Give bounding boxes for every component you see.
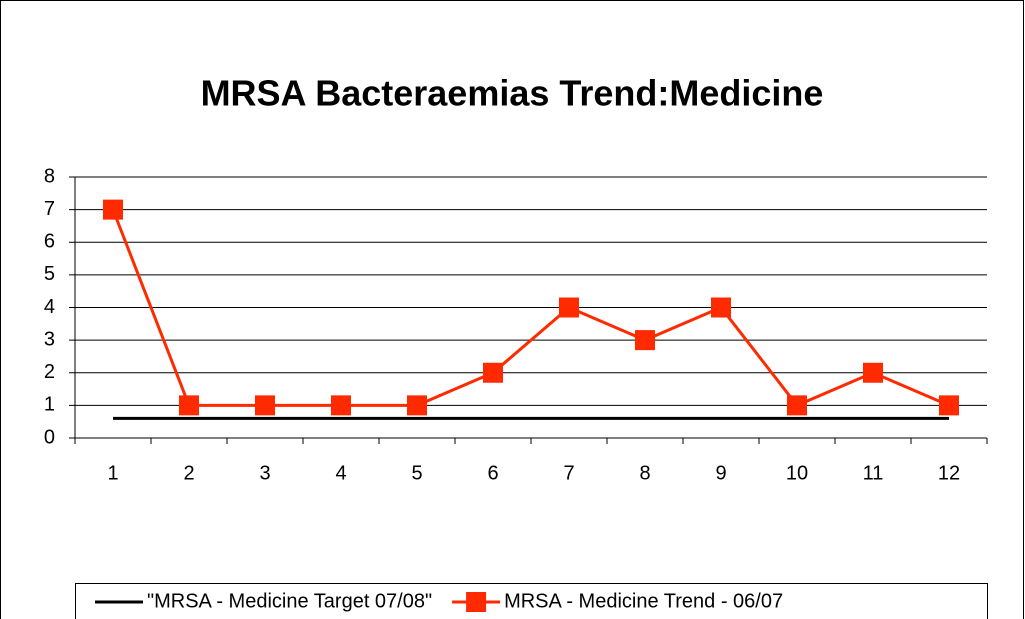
y-tick-label: 4 <box>44 296 55 318</box>
y-tick-label: 5 <box>44 263 55 285</box>
x-tick-label: 3 <box>259 462 270 484</box>
legend-marker <box>466 592 487 612</box>
x-tick-label: 11 <box>863 462 884 484</box>
legend-label: MRSA - Medicine Trend - 06/07 <box>504 590 783 612</box>
y-tick-label: 6 <box>44 231 55 253</box>
x-tick-label: 8 <box>639 462 650 484</box>
data-point <box>711 297 731 318</box>
data-point <box>103 199 123 220</box>
data-point <box>407 395 427 416</box>
data-point <box>635 330 655 351</box>
x-tick-label: 6 <box>487 462 498 484</box>
y-tick-label: 0 <box>44 426 55 448</box>
x-tick-label: 1 <box>107 462 118 484</box>
y-tick-label: 2 <box>44 361 55 383</box>
data-point <box>331 395 351 416</box>
chart-title: MRSA Bacteraemias Trend:Medicine <box>201 73 824 114</box>
x-tick-label: 2 <box>183 462 194 484</box>
data-point <box>559 297 579 318</box>
y-tick-label: 8 <box>44 165 55 187</box>
y-tick-label: 1 <box>44 394 55 416</box>
x-tick-label: 9 <box>715 462 726 484</box>
legend-box <box>75 583 988 619</box>
y-tick-label: 3 <box>44 328 55 350</box>
data-point <box>255 395 275 416</box>
series-line <box>111 209 950 408</box>
data-point <box>939 395 959 416</box>
x-tick-label: 7 <box>563 462 574 484</box>
data-point <box>787 395 807 416</box>
data-point <box>863 362 883 383</box>
data-point <box>179 395 199 416</box>
legend-label: "MRSA - Medicine Target 07/08" <box>147 590 432 612</box>
data-point <box>483 362 503 383</box>
x-tick-label: 5 <box>411 462 422 484</box>
y-tick-label: 7 <box>44 198 55 220</box>
x-tick-label: 4 <box>335 462 346 484</box>
x-tick-label: 12 <box>938 462 960 484</box>
x-tick-label: 10 <box>786 462 808 484</box>
